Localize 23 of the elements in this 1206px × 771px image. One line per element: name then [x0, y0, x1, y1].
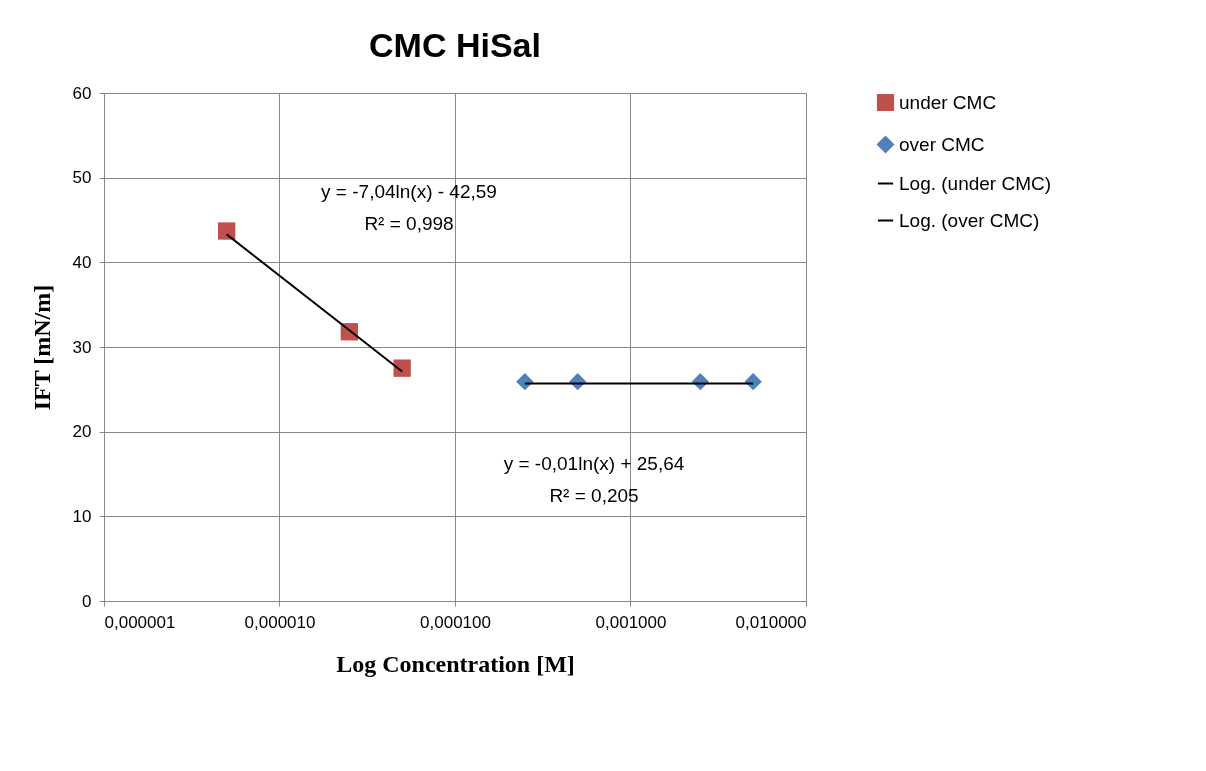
legend-label: Log. (under CMC): [899, 172, 1052, 194]
x-tick-label: 0,001000: [595, 612, 667, 632]
x-tick-label: 0,000010: [244, 612, 316, 632]
annotation: R² = 0,998: [364, 213, 454, 234]
annotation: y = -7,04ln(x) - 42,59: [321, 181, 497, 202]
legend-label: Log. (over CMC): [899, 209, 1040, 231]
legend-label: over CMC: [899, 133, 985, 155]
y-tick-label: 30: [72, 337, 92, 357]
legend-label: under CMC: [899, 91, 997, 113]
y-tick-label: 50: [72, 168, 92, 188]
chart-title: CMC HiSal: [369, 26, 541, 64]
annotation: R² = 0,205: [549, 485, 639, 506]
y-tick-label: 20: [72, 422, 92, 442]
x-tick-label: 0,000001: [104, 612, 176, 632]
x-tick-label: 0,000100: [420, 612, 491, 632]
x-tick-label: 0,010000: [735, 612, 807, 632]
y-tick-label: 0: [82, 591, 92, 611]
y-tick-label: 60: [72, 83, 92, 103]
y-axis-title: IFT [mN/m]: [28, 284, 55, 411]
y-tick-label: 40: [72, 252, 92, 272]
annotation: y = -0,01ln(x) + 25,64: [503, 453, 685, 474]
x-axis-title: Log Concentration [M]: [336, 650, 575, 677]
y-tick-label: 10: [72, 506, 92, 526]
